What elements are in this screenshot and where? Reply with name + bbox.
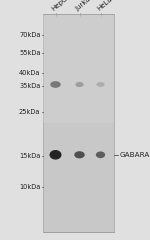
Text: HeLa: HeLa <box>96 0 113 12</box>
Text: 55kDa: 55kDa <box>19 50 40 56</box>
Ellipse shape <box>96 151 105 158</box>
Text: 35kDa: 35kDa <box>19 84 40 90</box>
Bar <box>43 14 114 123</box>
Text: 25kDa: 25kDa <box>19 108 40 115</box>
Text: 70kDa: 70kDa <box>19 32 40 38</box>
Ellipse shape <box>74 151 85 158</box>
Text: 15kDa: 15kDa <box>19 153 40 159</box>
Ellipse shape <box>96 82 105 87</box>
Text: HepG2: HepG2 <box>51 0 73 12</box>
Ellipse shape <box>75 82 84 87</box>
Ellipse shape <box>50 150 61 160</box>
Text: 40kDa: 40kDa <box>19 70 40 76</box>
Ellipse shape <box>50 81 61 88</box>
Text: 10kDa: 10kDa <box>19 184 40 190</box>
Text: Jurkat: Jurkat <box>75 0 94 12</box>
Text: GABARAP: GABARAP <box>120 152 150 158</box>
Bar <box>43 14 114 232</box>
